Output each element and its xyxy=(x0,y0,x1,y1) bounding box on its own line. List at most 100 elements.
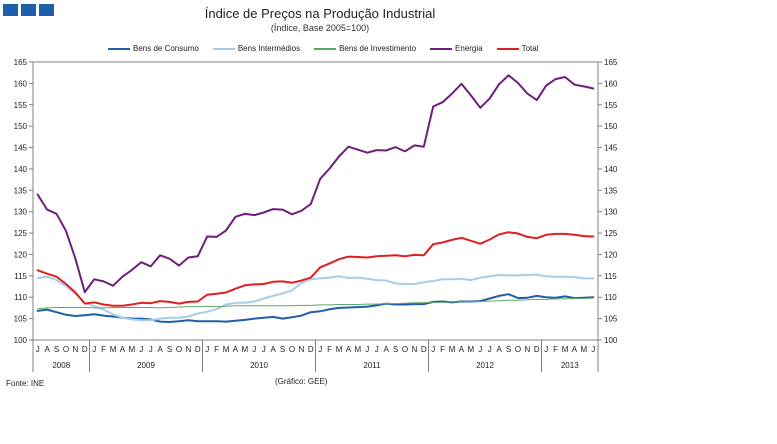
x-tick-label: D xyxy=(82,345,88,354)
legend-item-total: Total xyxy=(496,44,539,53)
x-tick-label: A xyxy=(157,345,163,354)
x-tick-label: F xyxy=(553,345,558,354)
y-tick-label-right: 110 xyxy=(604,293,617,302)
y-tick-label-left: 105 xyxy=(14,315,28,324)
series-line-bens-de-investimento xyxy=(37,297,594,310)
x-tick-label: J xyxy=(36,345,40,354)
source-note: Fonte: INE xyxy=(6,379,45,388)
x-tick-label: F xyxy=(101,345,106,354)
x-tick-label: M xyxy=(468,345,475,354)
x-tick-label: M xyxy=(581,345,588,354)
x-tick-label: A xyxy=(572,345,578,354)
chart-subtitle: (Índice, Base 2005=100) xyxy=(270,23,370,33)
x-tick-label: F xyxy=(214,345,219,354)
y-tick-label-left: 150 xyxy=(14,122,28,131)
x-tick-label: J xyxy=(488,345,492,354)
year-label: 2013 xyxy=(561,361,579,370)
y-tick-label-left: 140 xyxy=(14,165,28,174)
legend-swatch xyxy=(496,47,519,50)
series-line-energia xyxy=(36,74,595,294)
year-label: 2010 xyxy=(250,361,268,370)
y-tick-label-right: 160 xyxy=(604,79,618,88)
y-tick-label-right: 125 xyxy=(604,229,618,238)
x-tick-label: N xyxy=(298,345,304,354)
y-tick-label-right: 115 xyxy=(604,272,617,281)
x-tick-label: O xyxy=(289,345,295,354)
series-line-bens-intermedios xyxy=(36,273,595,322)
y-tick-label-left: 125 xyxy=(14,229,28,238)
y-tick-label-left: 135 xyxy=(14,186,28,195)
y-tick-label-left: 110 xyxy=(14,293,27,302)
x-tick-label: S xyxy=(167,345,172,354)
x-tick-label: M xyxy=(355,345,362,354)
legend-item-bens-intermedios: Bens Intermédios xyxy=(212,44,301,53)
legend-label: Bens Intermédios xyxy=(237,44,301,53)
y-tick-label-left: 155 xyxy=(14,101,28,110)
x-tick-label: A xyxy=(383,345,389,354)
legend-swatch xyxy=(430,47,453,50)
x-tick-label: O xyxy=(176,345,182,354)
year-label: 2011 xyxy=(363,361,381,370)
x-tick-label: J xyxy=(205,345,209,354)
x-tick-label: J xyxy=(262,345,266,354)
logo-block-1 xyxy=(3,4,18,16)
x-tick-label: A xyxy=(346,345,352,354)
x-tick-label: N xyxy=(72,345,78,354)
y-tick-label-right: 140 xyxy=(604,165,618,174)
x-tick-label: A xyxy=(459,345,465,354)
year-label: 2008 xyxy=(52,361,70,370)
x-tick-label: M xyxy=(129,345,136,354)
legend-label: Energia xyxy=(455,44,483,53)
y-tick-label-left: 120 xyxy=(14,250,28,259)
x-tick-label: N xyxy=(411,345,417,354)
legend-swatch xyxy=(212,47,235,50)
legend-label: Total xyxy=(521,44,539,53)
chart-credit: (Gráfico: GEE) xyxy=(275,377,328,386)
chart-legend: Bens de Consumo Bens Intermédios Bens de… xyxy=(108,44,553,53)
legend-item-bens-de-consumo: Bens de Consumo xyxy=(108,44,199,53)
y-tick-label-right: 165 xyxy=(604,58,618,67)
x-tick-label: J xyxy=(318,345,322,354)
x-tick-label: D xyxy=(195,345,201,354)
x-tick-label: S xyxy=(54,345,59,354)
x-tick-label: A xyxy=(496,345,502,354)
x-tick-label: A xyxy=(44,345,50,354)
x-tick-label: A xyxy=(233,345,239,354)
legend-item-bens-de-investimento: Bens de Investimento xyxy=(314,44,416,53)
x-tick-label: J xyxy=(375,345,379,354)
gee-logo xyxy=(3,4,54,16)
legend-label: Bens de Consumo xyxy=(133,44,199,53)
x-tick-label: M xyxy=(449,345,456,354)
y-tick-label-right: 105 xyxy=(604,315,618,324)
y-tick-label-left: 145 xyxy=(14,144,28,153)
x-tick-label: M xyxy=(242,345,249,354)
x-tick-label: A xyxy=(270,345,276,354)
x-tick-label: J xyxy=(92,345,96,354)
y-tick-label-left: 100 xyxy=(14,336,28,345)
x-tick-label: S xyxy=(280,345,285,354)
logo-block-2 xyxy=(21,4,36,16)
year-label: 2009 xyxy=(137,361,155,370)
x-tick-label: D xyxy=(534,345,540,354)
y-tick-label-right: 155 xyxy=(604,101,618,110)
x-tick-label: N xyxy=(185,345,191,354)
x-tick-label: J xyxy=(149,345,153,354)
y-tick-label-right: 145 xyxy=(604,144,618,153)
chart-title: Índice de Preços na Produção Industrial xyxy=(204,6,436,21)
y-tick-label-right: 120 xyxy=(604,250,618,259)
x-tick-label: D xyxy=(308,345,314,354)
x-tick-label: M xyxy=(110,345,117,354)
x-tick-label: J xyxy=(591,345,595,354)
y-tick-label-right: 135 xyxy=(604,186,618,195)
x-tick-label: O xyxy=(402,345,408,354)
plot-area xyxy=(32,61,599,341)
x-tick-label: J xyxy=(252,345,256,354)
legend-label: Bens de Investimento xyxy=(339,44,417,53)
x-tick-label: M xyxy=(336,345,343,354)
y-tick-label-right: 130 xyxy=(604,208,618,217)
y-tick-label-left: 115 xyxy=(14,272,27,281)
x-tick-label: J xyxy=(139,345,143,354)
x-tick-label: N xyxy=(524,345,530,354)
legend-swatch xyxy=(314,47,337,50)
